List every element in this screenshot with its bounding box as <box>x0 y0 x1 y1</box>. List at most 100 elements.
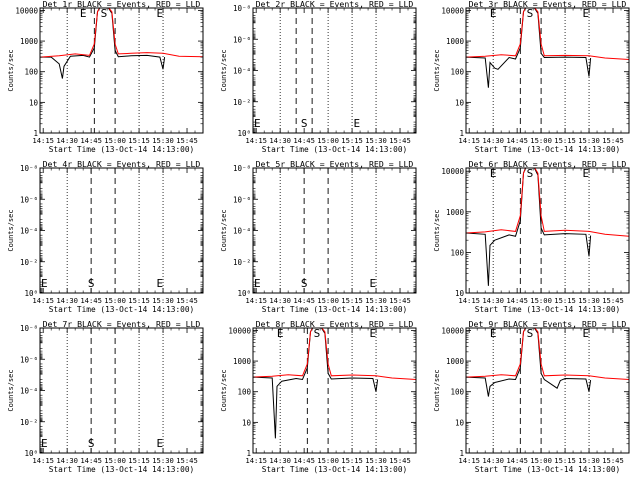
x-tick-label: 15:15 <box>554 296 576 305</box>
x-tick-label: 15:15 <box>128 136 150 145</box>
x-tick-label: 14:45 <box>506 136 528 145</box>
y-axis-label: Counts/sec <box>7 49 15 91</box>
y-tick-label: 10⁻⁸ <box>20 324 38 333</box>
plot-frame <box>39 167 204 294</box>
x-tick-label: 15:00 <box>317 296 339 305</box>
x-tick-label: 15:00 <box>530 296 552 305</box>
x-tick-label: 15:45 <box>602 296 624 305</box>
plot-frame <box>252 7 417 134</box>
y-tick-label: 10000 <box>441 6 464 15</box>
detector-panel: Det 1r BLACK = Events, RED = LLD 1 10 100 10… <box>7 0 204 154</box>
x-tick-label: 14:30 <box>56 296 78 305</box>
y-tick-label: 100 <box>237 388 251 397</box>
y-tick-label: 1000 <box>20 37 39 46</box>
y-axis-label: Counts/sec <box>7 209 15 251</box>
y-tick-label: 10⁻⁶ <box>233 195 251 204</box>
x-tick-label: 15:30 <box>578 136 600 145</box>
x-tick-label: 15:00 <box>317 136 339 145</box>
x-tick-label: 14:30 <box>482 136 504 145</box>
x-tick-label: 15:30 <box>365 136 387 145</box>
y-tick-label: 1000 <box>446 37 465 46</box>
marker-label-e1: E <box>41 277 48 290</box>
detector-panel: Det 8r BLACK = Events, RED = LLD 1 10 100 10… <box>220 319 417 474</box>
y-tick-label: 1 <box>459 129 464 138</box>
y-tick-label: 10⁰ <box>237 129 251 138</box>
y-tick-label: 10⁻⁸ <box>233 164 251 173</box>
x-tick-label: 14:15 <box>32 456 54 465</box>
y-tick-label: 10000 <box>441 326 464 335</box>
lld-series-line <box>466 328 629 380</box>
panel-title: Det 4r BLACK = Events, RED = LLD <box>43 159 201 169</box>
marker-label-e1: E <box>41 437 48 450</box>
y-tick-label: 1000 <box>233 357 252 366</box>
x-tick-label: 14:30 <box>56 136 78 145</box>
y-tick-label: 10⁻⁶ <box>233 35 251 44</box>
y-tick-label: 10000 <box>441 167 464 176</box>
x-tick-label: 15:15 <box>554 456 576 465</box>
x-tick-label: 14:45 <box>80 456 102 465</box>
events-series-line <box>466 168 592 286</box>
x-tick-label: 15:00 <box>104 456 126 465</box>
x-tick-label: 15:15 <box>341 136 363 145</box>
detector-panel: Det 4r BLACK = Events, RED = LLD 10⁰ 10⁻² 1… <box>7 159 204 314</box>
x-tick-label: 15:00 <box>530 136 552 145</box>
x-tick-label: 15:15 <box>128 296 150 305</box>
series-group <box>466 8 629 88</box>
panel-title: Det 6r BLACK = Events, RED = LLD <box>469 159 627 169</box>
y-tick-label: 10⁰ <box>24 449 38 458</box>
y-tick-label: 1 <box>246 449 251 458</box>
marker-label-s: S <box>527 167 534 180</box>
x-axis-label: Start Time (13-Oct-14 14:13:00) <box>49 145 195 154</box>
y-tick-label: 1000 <box>446 357 465 366</box>
lld-series-line <box>40 8 203 58</box>
x-tick-label: 15:45 <box>389 456 411 465</box>
panel-title: Det 2r BLACK = Events, RED = LLD <box>256 0 414 9</box>
x-tick-label: 14:15 <box>245 456 267 465</box>
marker-label-s: S <box>527 327 534 340</box>
x-axis-label: Start Time (13-Oct-14 14:13:00) <box>262 465 408 474</box>
y-tick-label: 10⁻⁴ <box>20 227 38 236</box>
marker-label-s: S <box>527 7 534 20</box>
y-tick-label: 10⁰ <box>24 289 38 298</box>
x-tick-label: 15:45 <box>389 296 411 305</box>
marker-label-e1: E <box>490 327 497 340</box>
panel-title: Det 3r BLACK = Events, RED = LLD <box>469 0 627 9</box>
x-axis-label: Start Time (13-Oct-14 14:13:00) <box>49 465 195 474</box>
x-tick-label: 15:30 <box>578 456 600 465</box>
x-tick-label: 15:15 <box>128 456 150 465</box>
y-tick-label: 10 <box>455 98 465 107</box>
x-axis-label: Start Time (13-Oct-14 14:13:00) <box>475 305 621 314</box>
y-tick-label: 10 <box>29 98 39 107</box>
y-tick-label: 100 <box>24 68 38 77</box>
x-axis-label: Start Time (13-Oct-14 14:13:00) <box>262 145 408 154</box>
marker-label-e2: E <box>157 437 164 450</box>
marker-label-e2: E <box>583 7 590 20</box>
x-axis-label: Start Time (13-Oct-14 14:13:00) <box>475 145 621 154</box>
x-tick-label: 14:45 <box>293 296 315 305</box>
x-tick-label: 14:30 <box>269 296 291 305</box>
y-tick-label: 10⁻⁶ <box>20 355 38 364</box>
x-tick-label: 14:45 <box>80 296 102 305</box>
detector-panel: Det 7r BLACK = Events, RED = LLD 10⁰ 10⁻² 1… <box>7 319 204 474</box>
x-tick-label: 15:30 <box>152 136 174 145</box>
lld-series-line <box>466 8 629 60</box>
y-axis-label: Counts/sec <box>220 369 228 411</box>
marker-label-e2: E <box>583 327 590 340</box>
x-tick-label: 14:45 <box>506 456 528 465</box>
marker-label-s: S <box>88 437 95 450</box>
marker-label-s: S <box>101 7 108 20</box>
x-tick-label: 14:45 <box>80 136 102 145</box>
marker-label-s: S <box>301 277 308 290</box>
panel-title: Det 5r BLACK = Events, RED = LLD <box>256 159 414 169</box>
x-tick-label: 15:00 <box>104 296 126 305</box>
marker-label-e1: E <box>254 117 261 130</box>
marker-label-s: S <box>314 327 321 340</box>
x-tick-label: 15:45 <box>602 456 624 465</box>
y-tick-label: 1 <box>33 129 38 138</box>
x-tick-label: 15:15 <box>341 296 363 305</box>
x-axis-label: Start Time (13-Oct-14 14:13:00) <box>262 305 408 314</box>
plot-frame <box>39 7 204 134</box>
marker-label-e1: E <box>277 327 284 340</box>
y-axis-label: Counts/sec <box>433 209 441 251</box>
